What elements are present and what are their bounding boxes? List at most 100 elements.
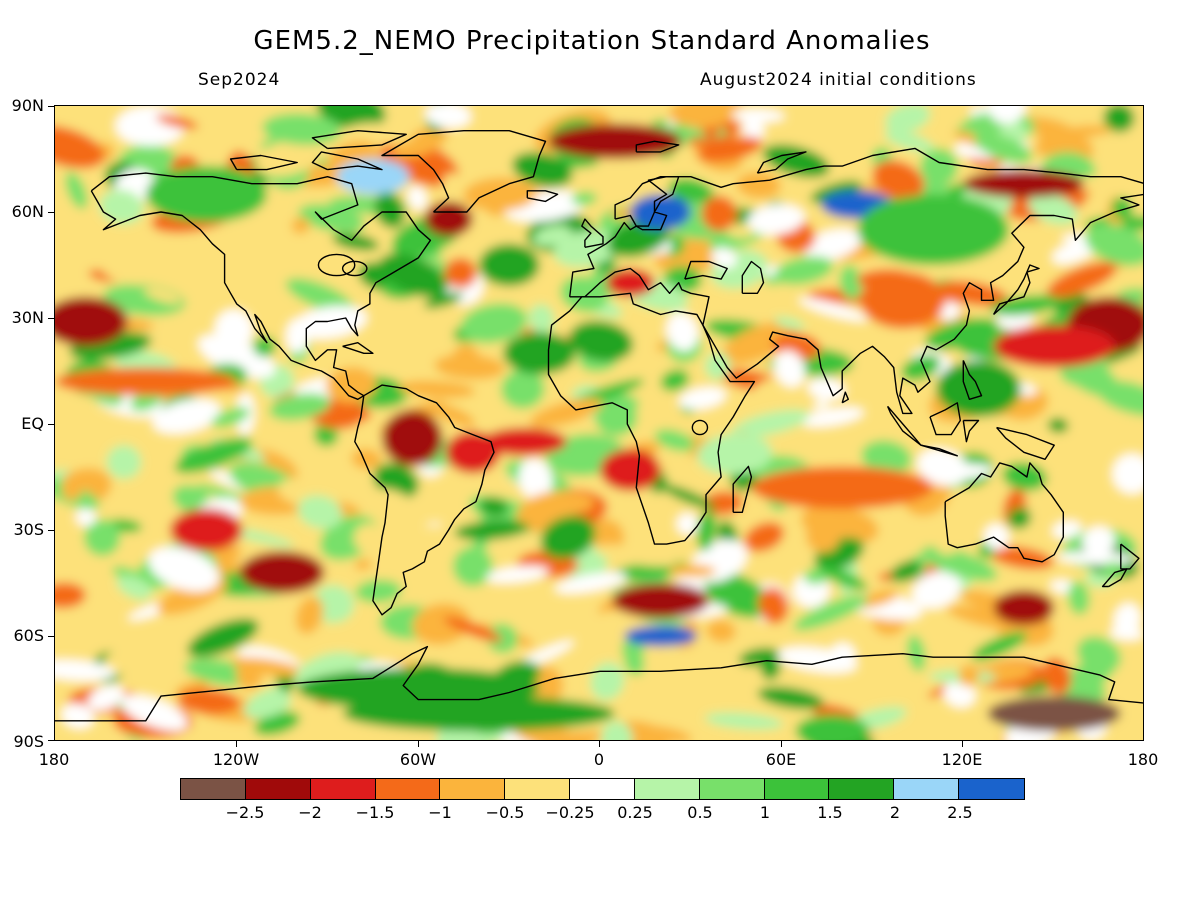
anomaly-map [54, 105, 1144, 741]
anomaly-patch [807, 378, 846, 400]
anomaly-patch [917, 448, 969, 487]
anomaly-patch [872, 160, 925, 201]
anomaly-patch [454, 519, 530, 541]
anomaly-patch [294, 305, 368, 339]
anomaly-patch [1052, 239, 1098, 264]
anomaly-patch [595, 544, 677, 567]
anomaly-patch [443, 616, 503, 643]
coastline [354, 384, 495, 616]
anomaly-patch [355, 579, 402, 603]
anomaly-patch [101, 259, 156, 285]
anomaly-region [342, 696, 616, 732]
coastline [342, 341, 374, 355]
coastlines [55, 130, 1143, 722]
coastline [311, 130, 407, 150]
anomaly-region [624, 625, 697, 647]
colorbar-swatch [764, 779, 830, 799]
anomaly-patch [971, 631, 1028, 661]
x-axis-label-60w: 60W [399, 750, 437, 769]
anomaly-region [424, 201, 473, 237]
anomaly-patch [55, 659, 116, 681]
anomaly-patch [295, 596, 324, 635]
anomaly-patch [313, 423, 339, 447]
anomaly-patch [262, 113, 341, 146]
anomaly-patch [778, 646, 857, 674]
anomaly-patch [720, 320, 799, 365]
anomaly-patch [743, 522, 785, 552]
anomaly-patch [1084, 223, 1143, 267]
anomaly-patch [116, 575, 155, 601]
anomaly-patch [731, 409, 810, 438]
y-axis-label-90n: 90N [11, 96, 44, 115]
anomaly-patch [819, 565, 868, 591]
y-tick [48, 424, 54, 425]
coastline [229, 154, 298, 171]
anomaly-patch [1096, 380, 1143, 417]
x-tick [781, 741, 782, 747]
anomaly-patch [55, 582, 86, 609]
anomaly-patch [774, 256, 834, 285]
anomaly-patch [711, 247, 737, 269]
anomaly-patch [172, 484, 210, 514]
anomaly-patch [211, 407, 250, 428]
anomaly-patch [155, 114, 199, 130]
anomaly-patch [348, 408, 372, 422]
anomaly-patch [726, 224, 755, 238]
y-tick [48, 106, 54, 107]
x-axis-label-180w: 180 [38, 750, 70, 769]
anomaly-patch [701, 195, 738, 232]
anomaly-patch [806, 520, 840, 553]
anomaly-patch [885, 106, 931, 133]
colorbar-label: −2.5 [225, 803, 265, 822]
anomaly-patch [654, 429, 695, 452]
anomaly-patch [793, 594, 868, 631]
x-axis-label-120w: 120W [212, 750, 260, 769]
anomaly-patch [423, 292, 464, 309]
anomaly-patch [1113, 602, 1141, 636]
y-tick [48, 636, 54, 637]
anomaly-patch [512, 722, 593, 740]
anomaly-patch [1081, 526, 1116, 557]
anomaly-patch [798, 297, 868, 322]
anomaly-patch [501, 369, 545, 409]
anomaly-patch [540, 515, 596, 560]
anomaly-patch [884, 130, 935, 153]
colorbar-swatch [959, 779, 1024, 799]
anomaly-patch [810, 180, 862, 204]
anomaly-patch [736, 171, 781, 199]
anomaly-patch [853, 589, 899, 609]
anomaly-patch [291, 217, 310, 234]
anomaly-patch [460, 303, 528, 344]
anomaly-patch [529, 303, 555, 334]
anomaly-patch [269, 393, 331, 421]
y-axis-label-30n: 30N [11, 308, 44, 327]
x-axis-label-60e: 60E [765, 750, 797, 769]
anomaly-patch [298, 203, 365, 233]
anomaly-patch [1060, 125, 1112, 137]
anomaly-patch [924, 317, 999, 350]
anomaly-region [600, 448, 661, 492]
anomaly-patch [174, 437, 253, 474]
anomaly-patch [801, 407, 864, 427]
colorbar-label: −2 [298, 803, 322, 822]
coastline [732, 465, 753, 513]
anomaly-field [55, 106, 1143, 740]
x-axis-label-180e: 180 [1127, 750, 1159, 769]
anomaly-patch [600, 721, 633, 740]
coastline [1101, 568, 1128, 588]
anomaly-patch [198, 334, 276, 379]
anomaly-patch [315, 106, 386, 131]
anomaly-patch [444, 257, 477, 289]
colorbar [180, 778, 1025, 800]
coastline [547, 292, 756, 545]
anomaly-patch [529, 491, 594, 515]
lake-outline [317, 253, 356, 277]
anomaly-patch [554, 572, 627, 594]
anomaly-patch [989, 295, 1061, 316]
anomaly-patch [143, 287, 182, 304]
anomaly-patch [61, 474, 84, 501]
anomaly-patch [442, 173, 463, 199]
anomaly-patch [1067, 580, 1090, 615]
anomaly-patch [660, 484, 716, 510]
coastline [841, 391, 849, 404]
